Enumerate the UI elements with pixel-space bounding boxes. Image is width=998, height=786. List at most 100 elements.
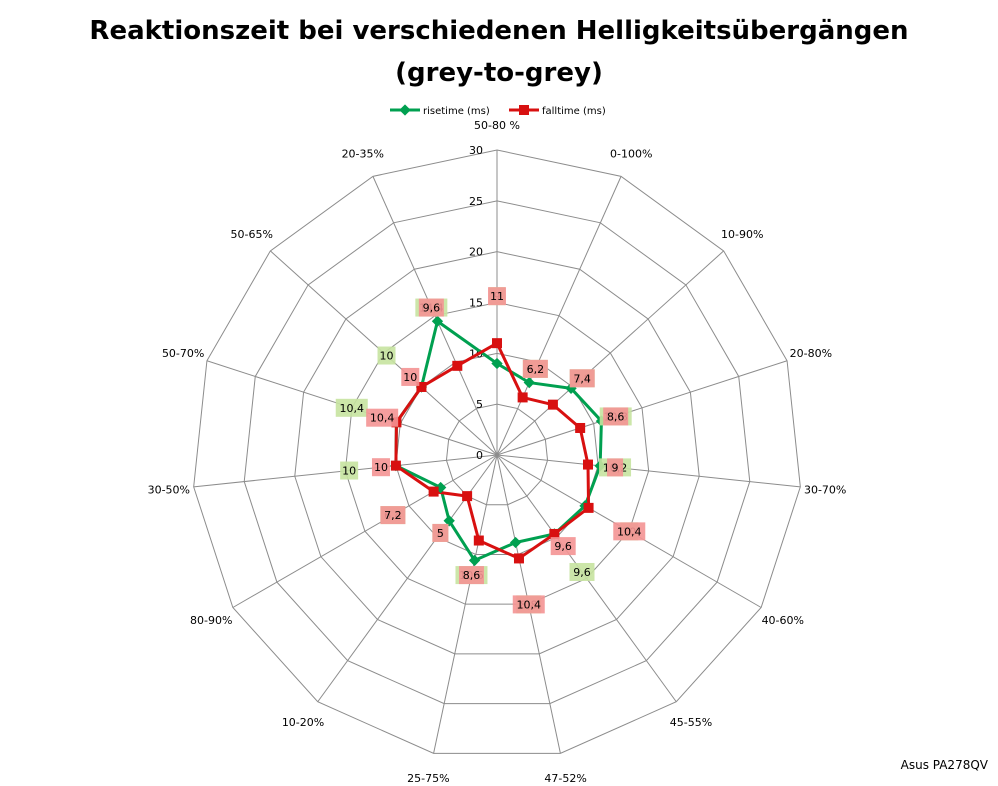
risetime-point-14 [431, 315, 444, 327]
category-label-0: 50-80 % [474, 119, 520, 132]
risetime-data-label-12: 10,4 [339, 402, 364, 415]
grid-spoke-1 [496, 176, 622, 456]
category-label-1: 0-100% [610, 148, 652, 161]
falltime-data-label-3: 8,6 [607, 410, 625, 423]
category-labels: 50-80 % 0-100% 10-90% 20-80% 30-70% 40-60% 45-… [148, 119, 847, 785]
falltime-label-bg-11 [371, 458, 390, 477]
falltime-point-11 [390, 460, 401, 471]
falltime-label-bg-6 [550, 537, 576, 556]
category-label-4: 30-70% [804, 483, 846, 496]
tick-label-6: 30 [469, 144, 483, 157]
legend-risetime-label: risetime (ms) [423, 106, 490, 117]
grid-ring-6 [193, 149, 801, 754]
category-label-13: 50-65% [231, 228, 273, 241]
category-label-5: 40-60% [762, 614, 804, 627]
category-label-3: 20-80% [790, 347, 832, 360]
risetime-point-0 [491, 357, 503, 370]
falltime-point-13 [416, 381, 427, 392]
chart-title-line1: Reaktionszeit bei verschiedenen Helligke… [89, 16, 909, 46]
falltime-data-label-10: 7,2 [384, 509, 402, 522]
chart-title: Reaktionszeit bei verschiedenen Helligke… [0, 10, 998, 94]
grid-ring-1 [445, 403, 549, 506]
tick-label-0: 0 [476, 449, 483, 462]
category-label-10: 80-90% [190, 614, 232, 627]
tick-label-5: 25 [469, 195, 483, 208]
falltime-label-bg-14 [418, 298, 444, 317]
tick-label-4: 20 [469, 246, 483, 259]
risetime-point-9 [443, 515, 455, 527]
category-label-2: 10-90% [721, 228, 763, 241]
falltime-point-1 [517, 392, 528, 403]
falltime-label-bg-5 [613, 522, 646, 541]
falltime-label-bg-0 [488, 287, 506, 306]
risetime-label-bg-6 [569, 562, 595, 581]
risetime-point-1 [523, 376, 535, 389]
risetime-point-8 [468, 554, 481, 567]
legend-item-risetime: risetime (ms) [390, 104, 490, 117]
falltime-label-bg-12 [366, 408, 399, 427]
risetime-label-bg-12 [335, 398, 368, 417]
chart-title-line2: (grey-to-grey) [395, 58, 603, 88]
falltime-label-bg-3 [603, 407, 629, 426]
category-label-12: 50-70% [162, 347, 204, 360]
risetime-data-label-6: 9,6 [573, 566, 591, 579]
grid-ring-5 [243, 200, 751, 705]
falltime-point-2 [547, 399, 558, 410]
falltime-point-10 [428, 486, 439, 497]
legend-item-falltime: falltime (ms) [509, 105, 606, 117]
falltime-point-7 [513, 553, 524, 564]
grid-ring-4 [294, 251, 700, 655]
falltime-data-label-9: 5 [437, 527, 444, 540]
falltime-point-8 [473, 535, 484, 546]
radar-grid [193, 149, 801, 754]
data-series [390, 315, 608, 567]
footer-model-name: Asus PA278QV [900, 758, 988, 772]
falltime-label-bg-10 [380, 506, 406, 525]
falltime-data-label-13: 10 [403, 371, 417, 384]
falltime-data-label-8: 8,6 [463, 569, 481, 582]
category-label-9: 10-20% [282, 716, 324, 729]
tick-label-3: 15 [469, 297, 483, 310]
falltime-point-5 [583, 502, 594, 513]
series-line-1 [394, 341, 591, 560]
falltime-label-bg-1 [522, 359, 548, 378]
falltime-label-bg-4 [607, 458, 624, 477]
series-line-0 [394, 319, 603, 562]
risetime-label-bg-11 [340, 461, 359, 480]
falltime-point-6 [549, 528, 560, 539]
falltime-data-label-6: 9,6 [554, 540, 572, 553]
risetime-data-label-11: 10 [342, 465, 356, 478]
falltime-label-bg-8 [458, 566, 484, 585]
falltime-data-label-5: 10,4 [617, 525, 642, 538]
risetime-data-label-13: 10 [380, 350, 394, 363]
legend-falltime-label: falltime (ms) [542, 106, 606, 117]
falltime-label-bg-13 [401, 367, 420, 386]
falltime-point-4 [582, 459, 593, 470]
grid-spoke-4 [496, 454, 801, 488]
grid-spoke-10 [232, 454, 498, 608]
falltime-data-label-7: 10,4 [517, 598, 542, 611]
category-label-11: 30-50% [148, 483, 190, 496]
falltime-data-label-11: 10 [374, 461, 388, 474]
falltime-data-label-12: 10,4 [370, 412, 395, 425]
risetime-point-7 [509, 536, 522, 549]
legend: risetime (ms) falltime (ms) [390, 104, 606, 117]
legend-risetime-marker [399, 104, 411, 116]
category-label-6: 45-55% [670, 716, 712, 729]
falltime-point-0 [492, 338, 502, 349]
falltime-point-14 [452, 360, 463, 371]
falltime-data-label-14: 9,6 [423, 302, 441, 315]
category-label-14: 20-35% [342, 148, 384, 161]
data-labels: 97,89,810,810,2109,68,810,686,41010,4101… [335, 287, 646, 614]
tick-label-1: 5 [476, 398, 483, 411]
falltime-label-bg-9 [432, 523, 449, 542]
grid-ring-3 [344, 301, 650, 605]
legend-falltime-marker [519, 105, 529, 115]
falltime-label-bg-2 [569, 369, 595, 388]
falltime-data-label-1: 6,2 [527, 363, 545, 376]
risetime-label-bg-13 [377, 346, 396, 365]
grid-spoke-8 [433, 454, 498, 754]
falltime-point-3 [575, 422, 586, 433]
